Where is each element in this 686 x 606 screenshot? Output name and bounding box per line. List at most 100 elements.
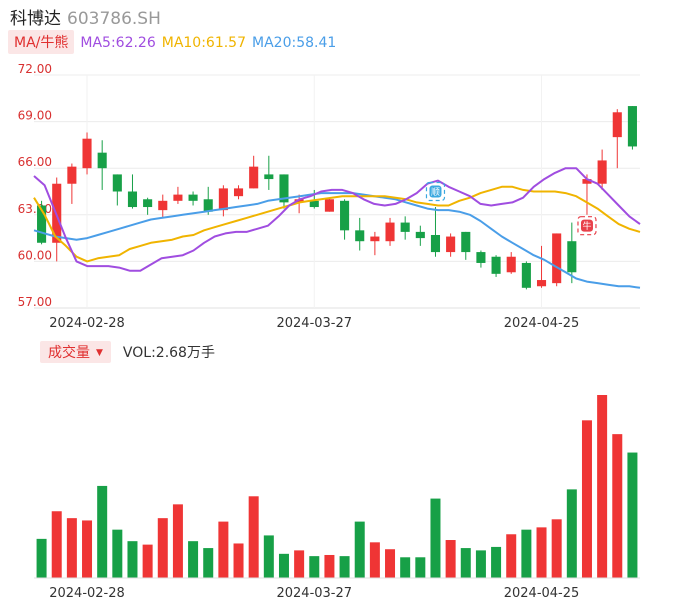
- signal-marker-frame: [425, 181, 446, 202]
- candle-body: [203, 199, 213, 212]
- volume-bar: [521, 529, 532, 578]
- volume-bar: [36, 538, 47, 578]
- date-tick-label: 2024-02-28: [49, 316, 125, 331]
- candle-body: [582, 179, 592, 184]
- stock-header: 科博达 603786.SH: [10, 4, 161, 29]
- volume-bar: [324, 554, 335, 578]
- candle-body: [446, 236, 456, 253]
- candle-body: [324, 199, 334, 212]
- volume-bar: [294, 550, 305, 578]
- date-tick-label: 2024-03-27: [276, 316, 352, 331]
- volume-bar: [142, 544, 153, 578]
- volume-bar: [491, 546, 502, 578]
- volume-bar: [506, 534, 517, 578]
- volume-bar: [536, 527, 547, 578]
- volume-bar: [172, 504, 183, 578]
- volume-bar: [263, 535, 274, 578]
- candle-body: [491, 256, 501, 274]
- ma-legend: MA/牛熊 MA5:62.26 MA10:61.57 MA20:58.41: [8, 30, 336, 54]
- candle-body: [218, 188, 228, 211]
- volume-bar: [309, 556, 320, 578]
- volume-bar: [581, 420, 592, 578]
- price-tick-label: 60.00: [18, 248, 52, 262]
- volume-indicator-label: 成交量: [48, 345, 90, 361]
- candle-body: [173, 194, 183, 201]
- volume-bar: [551, 519, 562, 578]
- volume-bar: [369, 542, 380, 578]
- volume-indicator-button[interactable]: 成交量 ▼: [40, 341, 111, 363]
- volume-bar: [415, 557, 426, 578]
- volume-bar: [400, 557, 411, 578]
- signal-marker-label: 顺: [431, 187, 440, 198]
- ma10-line: [33, 185, 641, 263]
- candle-body: [37, 205, 47, 243]
- volume-bar: [218, 521, 229, 578]
- candle-body: [143, 199, 153, 208]
- candle-body: [233, 188, 244, 197]
- ma5-line: [33, 167, 641, 272]
- volume-bar: [51, 511, 62, 578]
- volume-bar: [460, 548, 471, 578]
- volume-bar: [233, 543, 244, 578]
- candle-body: [249, 166, 259, 189]
- volume-bar: [597, 395, 608, 578]
- volume-bar: [188, 541, 199, 578]
- stock-code: 603786.SH: [67, 9, 161, 29]
- ma20-value: MA20:58.41: [252, 35, 337, 51]
- candle-body: [506, 256, 516, 273]
- volume-bar: [203, 548, 214, 578]
- stock-name: 科博达: [10, 9, 61, 29]
- candle-body: [567, 241, 577, 273]
- candle-body: [415, 231, 425, 239]
- ma-indicator-button[interactable]: MA/牛熊: [8, 30, 75, 54]
- volume-bar: [566, 489, 577, 578]
- signal-marker-label: 牛: [582, 220, 591, 232]
- candle-body: [476, 252, 486, 263]
- candle-body: [400, 222, 410, 232]
- signal-marker-badge: [580, 219, 593, 232]
- candle-body: [97, 152, 107, 169]
- candle-body: [627, 106, 637, 147]
- volume-bar: [339, 556, 350, 578]
- signal-marker-frame: [577, 216, 597, 236]
- candle-body: [67, 166, 77, 184]
- ma20-line: [33, 192, 641, 289]
- volume-bar: [97, 485, 108, 578]
- price-tick-label: 57.00: [18, 295, 52, 309]
- ma10-value: MA10:61.57: [161, 35, 247, 51]
- price-tick-label: 72.00: [18, 62, 52, 76]
- date-tick-label: 2024-04-25: [504, 316, 580, 331]
- signal-marker-badge: [429, 185, 442, 198]
- candle-body: [385, 222, 395, 242]
- volume-bar: [354, 521, 365, 578]
- volume-date-tick-label: 2024-03-27: [276, 586, 352, 601]
- candle-body: [309, 200, 319, 208]
- volume-bar: [445, 540, 456, 578]
- candle-body: [521, 262, 531, 288]
- candle-body: [264, 174, 274, 180]
- candle-body: [82, 138, 92, 169]
- candle-body: [461, 231, 471, 253]
- candle-body: [279, 174, 289, 203]
- volume-date-tick-label: 2024-04-25: [504, 586, 580, 601]
- ma5-value: MA5:62.26: [80, 35, 156, 51]
- candle-body: [158, 200, 168, 211]
- volume-bar: [82, 520, 93, 578]
- volume-bar: [612, 434, 623, 578]
- volume-bar: [248, 496, 259, 578]
- candle-body: [188, 194, 198, 201]
- candle-body: [355, 230, 365, 242]
- volume-bar: [385, 549, 396, 578]
- volume-bar: [278, 553, 289, 578]
- volume-bar: [430, 498, 441, 578]
- volume-bar: [66, 518, 77, 578]
- price-tick-label: 63.00: [18, 202, 52, 216]
- volume-bar: [157, 518, 168, 578]
- volume-legend: 成交量 ▼ VOL:2.68万手: [40, 341, 215, 363]
- volume-bar: [112, 529, 123, 578]
- price-tick-label: 69.00: [18, 109, 52, 123]
- candle-body: [127, 191, 138, 208]
- candle-body: [430, 234, 441, 253]
- caret-down-icon: ▼: [96, 348, 103, 358]
